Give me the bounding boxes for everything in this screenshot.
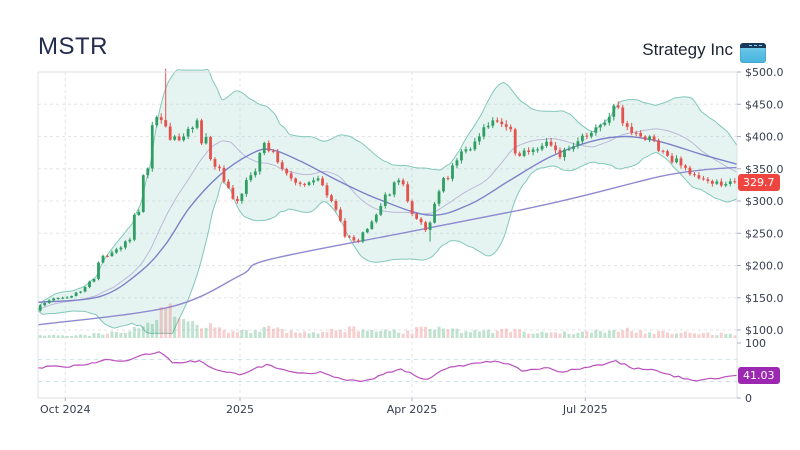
y-axis-label: $350.0 [745, 163, 784, 176]
y-axis-label: $100.0 [745, 324, 784, 337]
company-logo-icon [740, 43, 766, 63]
bollinger-mid-line [38, 128, 737, 312]
x-axis-label: Oct 2024 [40, 403, 91, 416]
y-axis-label: $250.0 [745, 227, 784, 240]
y-axis-label: $450.0 [745, 98, 784, 111]
ma-50-line [38, 135, 737, 303]
last-price-badge: 329.7 [738, 173, 780, 191]
y-axis-label: $150.0 [745, 292, 784, 305]
x-axis-label: 2025 [226, 403, 254, 416]
x-axis-label: Jul 2025 [562, 403, 608, 416]
y-axis-label: $500.0 [745, 66, 784, 79]
volume-bars [38, 303, 737, 338]
rsi-axis-label: 0 [745, 392, 752, 405]
candlesticks [38, 68, 737, 312]
rsi-axis-label: 100 [745, 337, 766, 350]
y-axis-label: $200.0 [745, 260, 784, 273]
y-axis-label: $300.0 [745, 195, 784, 208]
bollinger-band [38, 68, 737, 335]
ticker-symbol: MSTR [38, 33, 108, 60]
x-axis-label: Apr 2025 [387, 403, 438, 416]
rsi-value-badge: 41.03 [738, 367, 780, 385]
plot-border [37, 71, 738, 399]
company-name: Strategy Inc [642, 40, 733, 59]
y-axis-label: $400.0 [745, 131, 784, 144]
rsi-line [37, 351, 738, 383]
